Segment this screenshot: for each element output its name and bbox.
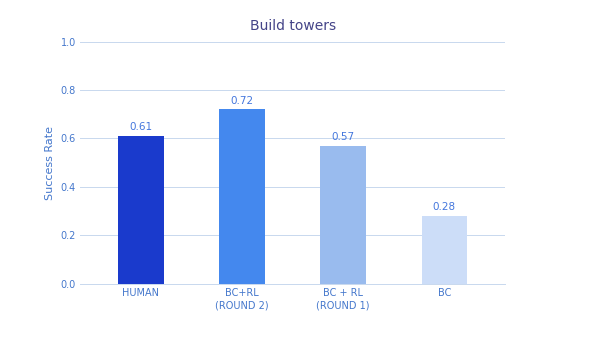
Bar (219, 109, 265, 284)
Text: 0.61: 0.61 (129, 122, 152, 132)
Text: 0.28: 0.28 (433, 202, 456, 212)
Bar (118, 136, 164, 284)
Bar (320, 146, 366, 284)
Title: Build towers: Build towers (249, 19, 336, 34)
Text: 0.72: 0.72 (230, 96, 254, 106)
Bar (421, 216, 467, 284)
Text: 0.57: 0.57 (331, 132, 355, 142)
Y-axis label: Success Rate: Success Rate (45, 126, 55, 200)
